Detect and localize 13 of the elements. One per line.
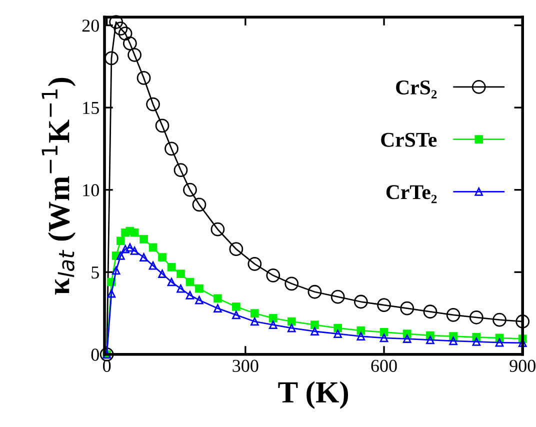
y-axis-title: κ$_{lat}$ (Wm$^{−1}$K$^{−1}$) [42, 78, 76, 295]
y-tick-label: 10 [83, 184, 99, 196]
x-tick-label: 900 [510, 360, 536, 372]
y-tick-label: 20 [82, 20, 99, 32]
y-tick-label: 15 [83, 102, 99, 114]
legend-label: CrTe₂ [386, 185, 437, 204]
legend-label: CrS₂ [396, 80, 437, 98]
x-tick-label: 300 [232, 360, 258, 372]
legend-label: CrSTe [381, 132, 437, 147]
x-axis-title: T (K) [278, 381, 348, 409]
y-tick-label: 5 [92, 266, 99, 279]
x-tick-label: 600 [371, 360, 397, 372]
y-tick-label: 0 [91, 348, 99, 361]
